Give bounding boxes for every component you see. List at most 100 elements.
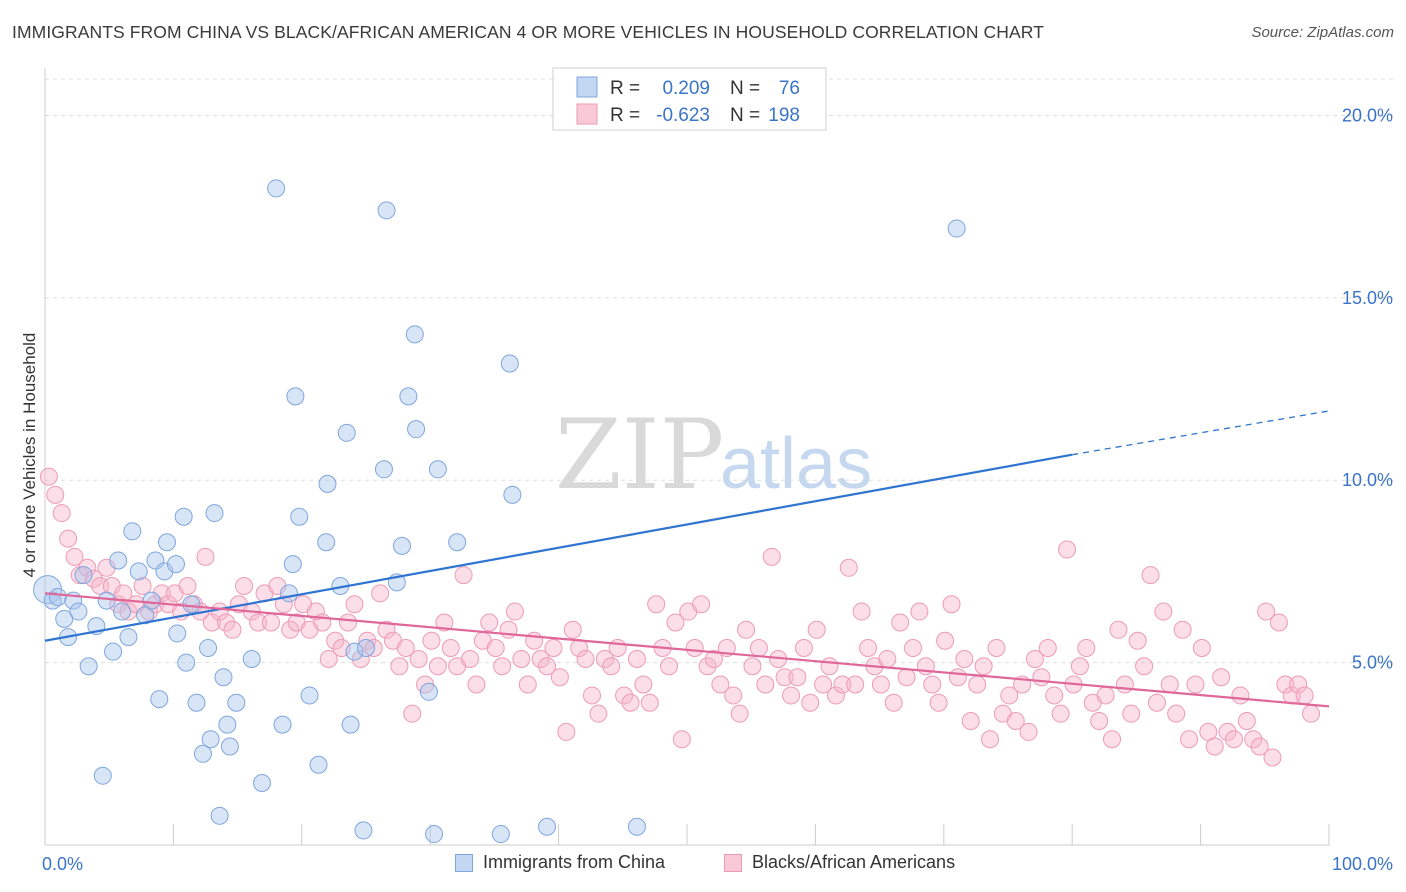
trend-lines — [44, 410, 1330, 708]
data-point — [69, 602, 88, 621]
data-point — [589, 704, 608, 723]
data-point — [1122, 704, 1141, 723]
data-point — [1250, 737, 1269, 756]
data-point — [947, 219, 966, 238]
data-point — [1051, 704, 1070, 723]
data-point — [1115, 675, 1134, 694]
data-point — [193, 744, 212, 763]
data-point — [223, 620, 242, 639]
legend-swatch-blue — [576, 76, 598, 98]
data-point — [157, 533, 176, 552]
data-point — [218, 715, 237, 734]
data-point — [441, 639, 460, 658]
data-point — [1192, 639, 1211, 658]
data-point — [93, 766, 112, 785]
data-point — [500, 354, 519, 373]
legend-r-label-1: R = — [610, 78, 640, 99]
data-point — [884, 693, 903, 712]
data-point — [737, 620, 756, 639]
data-point — [309, 755, 328, 774]
data-point — [538, 657, 557, 676]
legend-swatch-pink — [576, 103, 598, 125]
data-point — [345, 595, 364, 614]
data-point — [339, 613, 358, 632]
data-point — [354, 821, 373, 840]
trend-line-china-extension — [1072, 410, 1330, 456]
data-point — [749, 639, 768, 658]
data-point — [220, 737, 239, 756]
data-point — [897, 668, 916, 687]
data-point — [910, 602, 929, 621]
data-point — [660, 657, 679, 676]
tick-labels: 5.0% 10.0% 15.0% 20.0% 0.0% 100.0% — [42, 105, 1393, 874]
data-point — [1103, 730, 1122, 749]
data-point — [267, 179, 286, 198]
data-point — [634, 675, 653, 694]
data-point — [113, 602, 132, 621]
data-point — [878, 649, 897, 668]
data-point — [142, 591, 161, 610]
data-point — [505, 602, 524, 621]
x-tick-label: 0.0% — [42, 854, 83, 874]
data-point — [833, 675, 852, 694]
data-point — [518, 675, 537, 694]
data-point — [448, 533, 467, 552]
data-point — [217, 613, 236, 632]
data-point — [364, 639, 383, 658]
data-point — [788, 668, 807, 687]
data-point — [97, 591, 116, 610]
bottom-legend: Immigrants from China Blacks/African Ame… — [0, 850, 1406, 880]
data-point — [268, 577, 287, 596]
data-point — [1045, 686, 1064, 705]
data-point — [1147, 693, 1166, 712]
data-point — [290, 507, 309, 526]
data-point — [826, 686, 845, 705]
data-point — [563, 620, 582, 639]
data-point — [493, 657, 512, 676]
data-point — [1218, 722, 1237, 741]
data-point — [199, 639, 218, 658]
data-point — [1090, 711, 1109, 730]
data-point — [486, 639, 505, 658]
data-point — [852, 602, 871, 621]
data-point — [235, 577, 254, 596]
data-point — [640, 693, 659, 712]
data-point — [133, 577, 152, 596]
data-point — [756, 675, 775, 694]
data-point — [358, 631, 377, 650]
data-point — [839, 558, 858, 577]
x-tick-label: 100.0% — [1332, 854, 1393, 874]
bottom-legend-swatch-pink — [724, 853, 742, 872]
data-point — [129, 562, 148, 581]
data-point — [538, 817, 557, 836]
data-point — [227, 693, 246, 712]
data-point — [672, 730, 691, 749]
legend-r-value-2: -0.623 — [656, 105, 710, 126]
data-point — [392, 536, 411, 555]
data-point — [582, 686, 601, 705]
data-point — [775, 668, 794, 687]
y-tick-label: 5.0% — [1352, 653, 1393, 673]
data-point — [762, 547, 781, 566]
data-point — [1141, 566, 1160, 585]
data-point — [480, 613, 499, 632]
data-point — [698, 657, 717, 676]
data-point — [1070, 657, 1089, 676]
data-point — [1257, 602, 1276, 621]
bottom-legend-label-china: Immigrants from China — [483, 852, 666, 872]
data-point — [467, 675, 486, 694]
data-point — [955, 649, 974, 668]
legend-n-value-1: 76 — [779, 78, 800, 99]
data-point — [461, 649, 480, 668]
legend-r-value-1: 0.209 — [662, 78, 710, 99]
data-point — [84, 569, 103, 588]
data-point — [123, 522, 142, 541]
series-immigrants-from-china — [33, 179, 966, 844]
data-point — [371, 584, 390, 603]
data-point — [891, 613, 910, 632]
data-point — [550, 668, 569, 687]
data-point — [820, 657, 839, 676]
data-point — [711, 675, 730, 694]
data-point — [923, 675, 942, 694]
data-point — [974, 657, 993, 676]
